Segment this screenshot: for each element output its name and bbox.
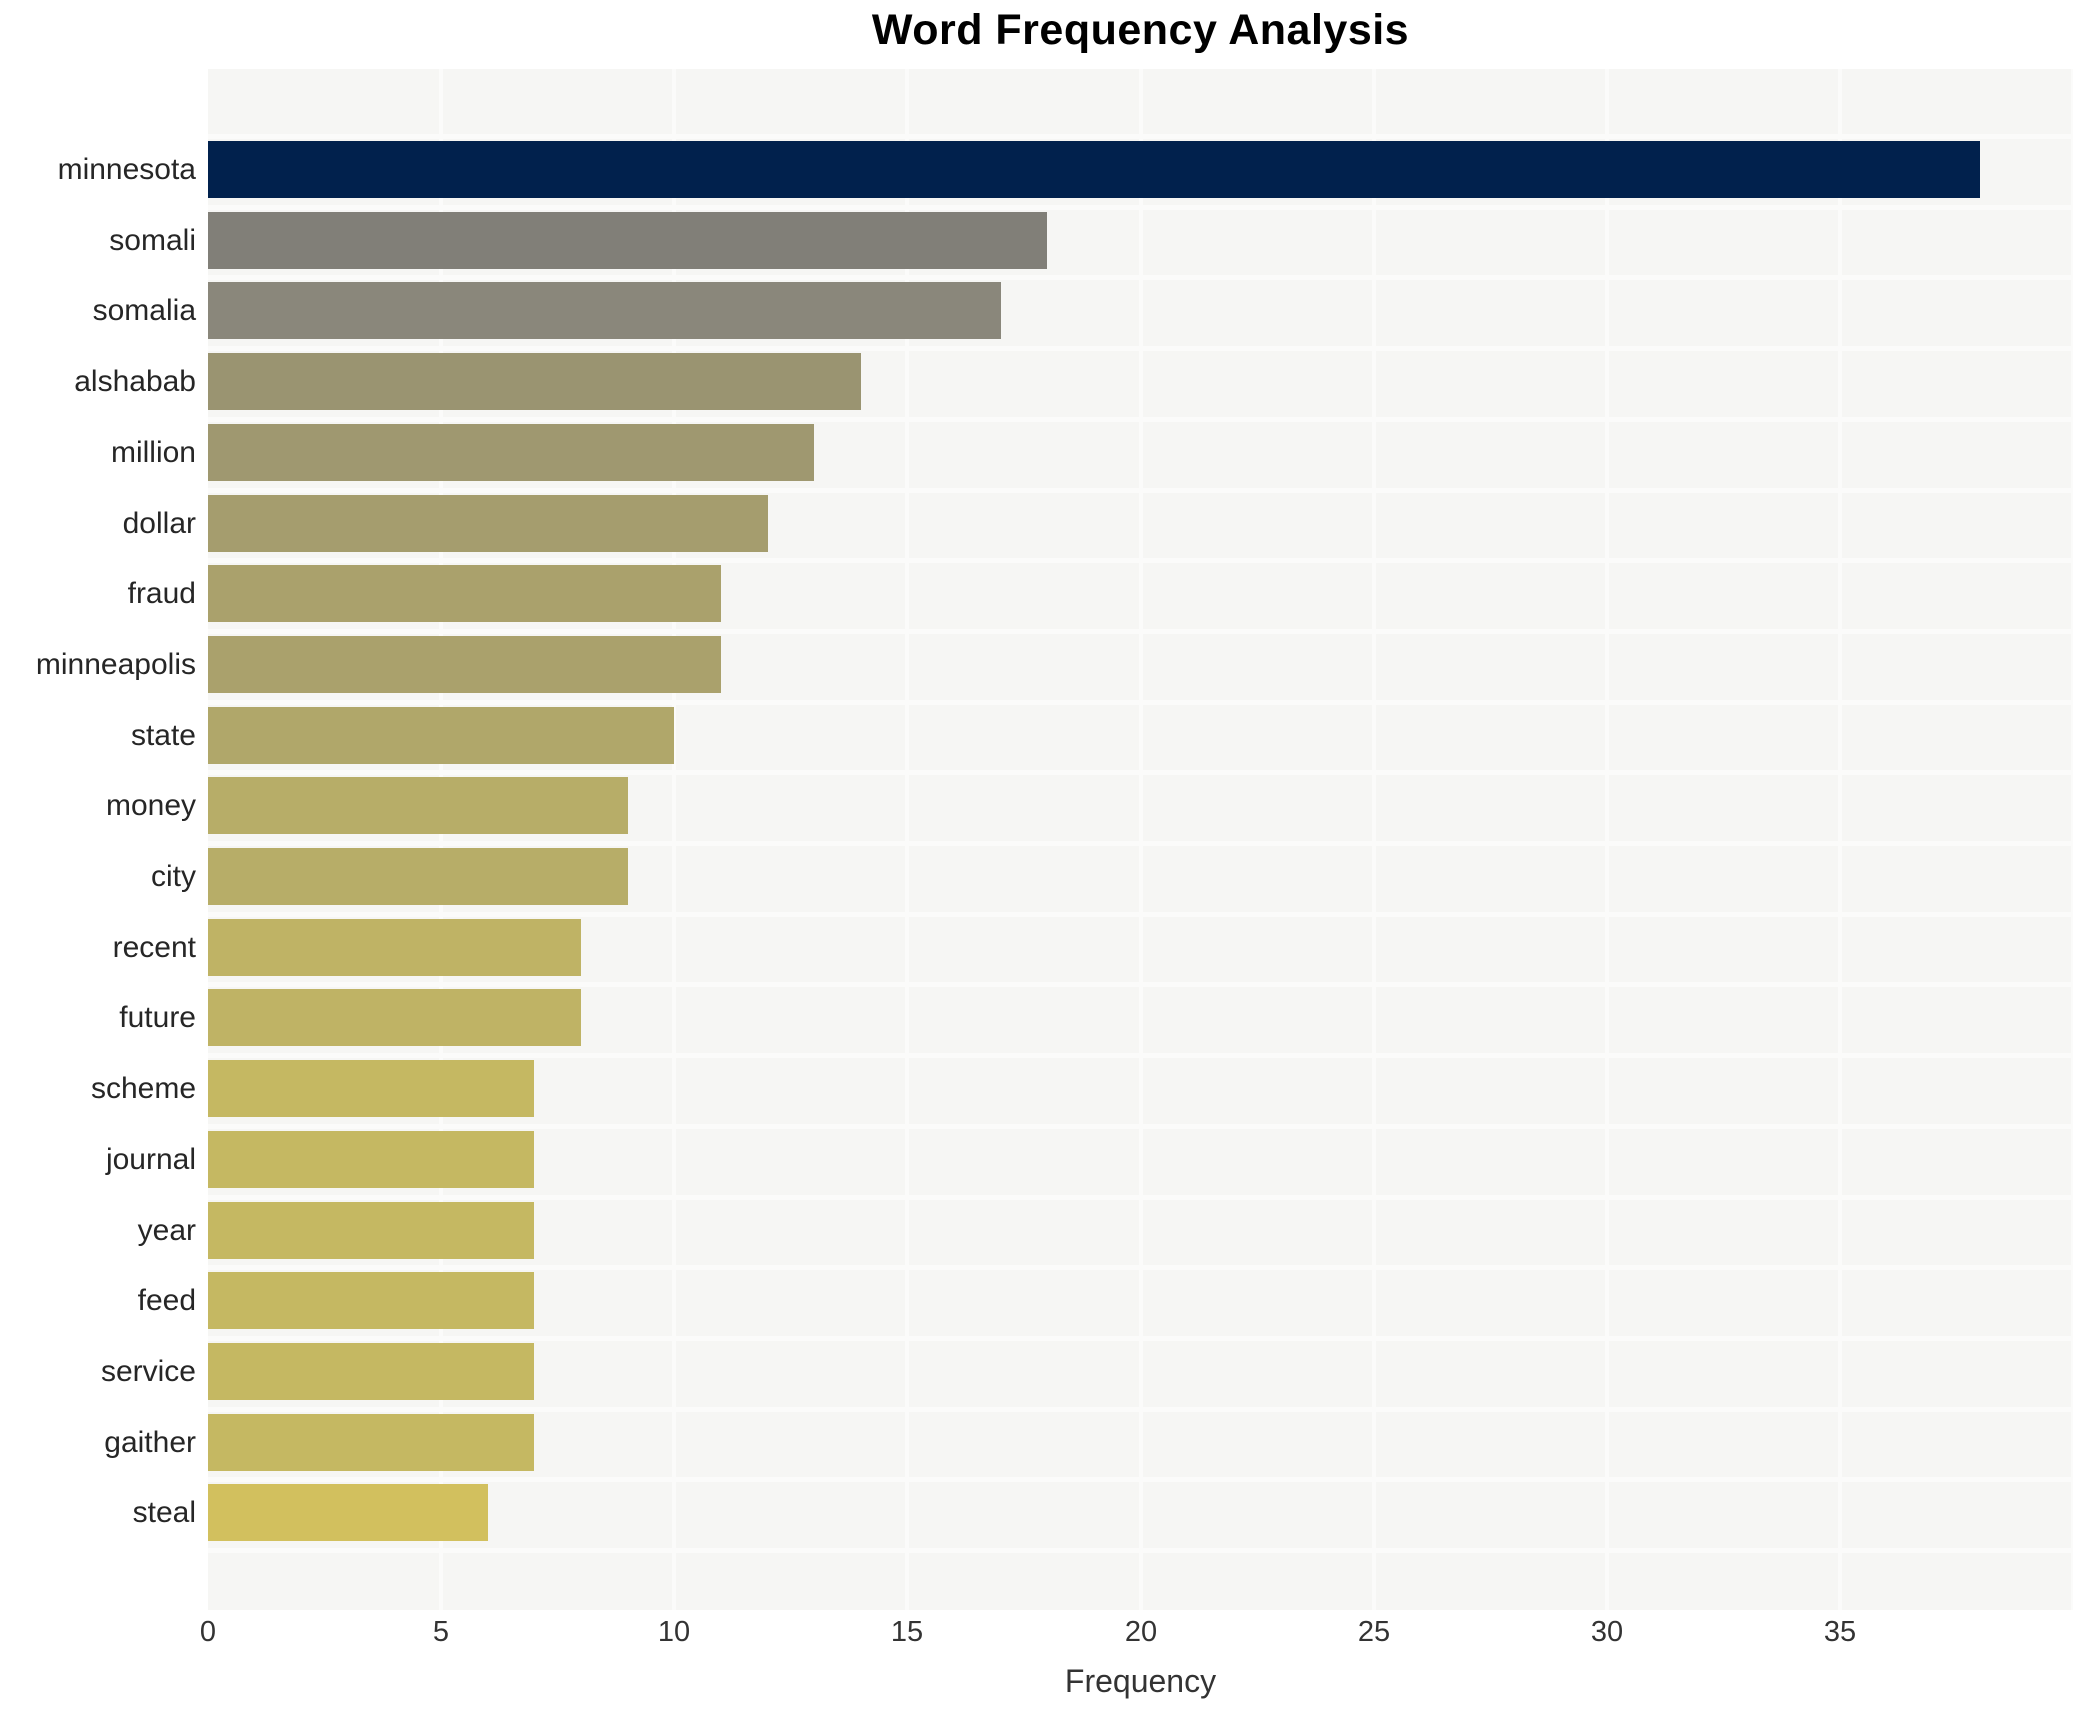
x-tick-label: 15 [890, 1616, 924, 1648]
x-tick-label: 30 [1590, 1616, 1624, 1648]
x-tick-label: 0 [199, 1616, 217, 1648]
y-tick-label: city [151, 860, 196, 893]
horizontal-gridline [208, 275, 2073, 280]
y-tick-label: recent [112, 931, 196, 964]
y-tick-label: gaither [104, 1426, 196, 1459]
y-tick-label: state [130, 719, 196, 752]
x-tick-label: 25 [1357, 1616, 1391, 1648]
y-tick-label: year [137, 1214, 196, 1247]
bar-journal [208, 1131, 534, 1188]
y-tick-label: minnesota [57, 153, 196, 186]
vertical-gridline [439, 69, 443, 1610]
vertical-gridline [905, 69, 909, 1610]
bar-gaither [208, 1414, 534, 1471]
x-tick-label: 20 [1124, 1616, 1158, 1648]
y-tick-label: journal [105, 1143, 196, 1176]
horizontal-gridline [208, 1195, 2073, 1200]
horizontal-gridline [208, 558, 2073, 563]
horizontal-gridline [208, 205, 2073, 210]
bar-feed [208, 1272, 534, 1329]
y-tick-label: feed [137, 1284, 196, 1317]
y-tick-label: alshabab [74, 365, 196, 398]
y-tick-label: million [110, 436, 196, 469]
bar-dollar [208, 495, 768, 552]
y-tick-label: future [119, 1001, 196, 1034]
bar-fraud [208, 565, 721, 622]
horizontal-gridline [208, 629, 2073, 634]
x-tick-label: 5 [432, 1616, 450, 1648]
x-tick-label: 35 [1823, 1616, 1857, 1648]
horizontal-gridline [208, 1124, 2073, 1129]
vertical-gridline [1372, 69, 1376, 1610]
vertical-gridline [1605, 69, 1609, 1610]
bar-somali [208, 212, 1047, 269]
horizontal-gridline [208, 346, 2073, 351]
horizontal-gridline [208, 770, 2073, 775]
bar-scheme [208, 1060, 534, 1117]
horizontal-gridline [208, 912, 2073, 917]
x-tick-label: 10 [657, 1616, 691, 1648]
vertical-gridline [1838, 69, 1842, 1610]
y-tick-label: scheme [90, 1072, 196, 1105]
horizontal-gridline [208, 134, 2073, 139]
bar-money [208, 777, 628, 834]
bar-steal [208, 1484, 488, 1541]
bar-year [208, 1202, 534, 1259]
horizontal-gridline [208, 1477, 2073, 1482]
y-tick-label: minneapolis [35, 648, 196, 681]
horizontal-gridline [208, 700, 2073, 705]
horizontal-gridline [208, 417, 2073, 422]
bar-minneapolis [208, 636, 721, 693]
bar-alshabab [208, 353, 861, 410]
bar-state [208, 707, 674, 764]
bar-million [208, 424, 814, 481]
horizontal-gridline [208, 841, 2073, 846]
bar-city [208, 848, 628, 905]
vertical-gridline [2071, 69, 2073, 1610]
plot-area [208, 69, 2073, 1610]
bar-minnesota [208, 141, 1980, 198]
bar-somalia [208, 282, 1001, 339]
y-tick-label: somalia [92, 294, 196, 327]
y-tick-label: somali [109, 224, 196, 257]
horizontal-gridline [208, 982, 2073, 987]
horizontal-gridline [208, 1265, 2073, 1270]
y-tick-label: dollar [122, 507, 196, 540]
y-tick-label: steal [132, 1496, 196, 1529]
y-tick-label: fraud [127, 577, 196, 610]
y-tick-label: money [105, 789, 196, 822]
horizontal-gridline [208, 1548, 2073, 1553]
horizontal-gridline [208, 1407, 2073, 1412]
y-tick-label: service [100, 1355, 196, 1388]
horizontal-gridline [208, 1336, 2073, 1341]
bar-future [208, 989, 581, 1046]
chart-title: Word Frequency Analysis [871, 6, 1410, 54]
vertical-gridline [672, 69, 676, 1610]
bar-recent [208, 919, 581, 976]
vertical-gridline [1139, 69, 1143, 1610]
bar-service [208, 1343, 534, 1400]
horizontal-gridline [208, 1053, 2073, 1058]
x-axis-title: Frequency [1064, 1663, 1217, 1699]
horizontal-gridline [208, 488, 2073, 493]
